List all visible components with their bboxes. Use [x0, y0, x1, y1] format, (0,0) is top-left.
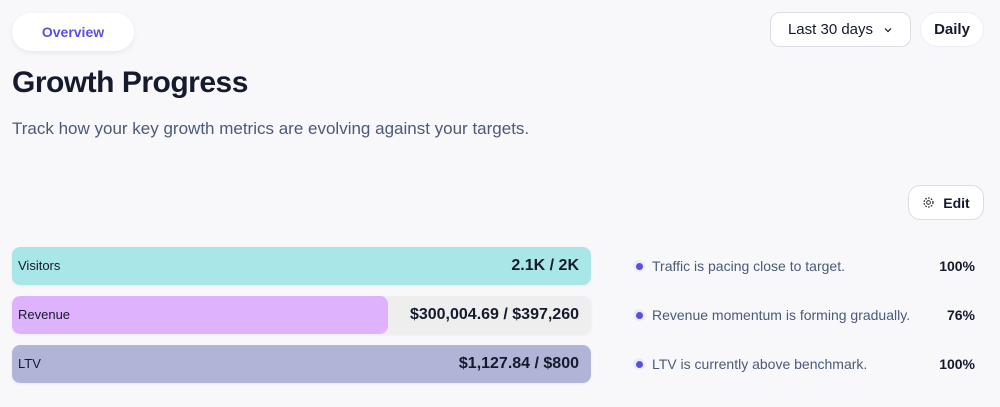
metric-fill: [12, 296, 389, 334]
page-title: Growth Progress: [12, 66, 248, 99]
granularity-button[interactable]: Daily: [920, 12, 984, 47]
note-percent: 100%: [939, 356, 975, 372]
note-item: LTV is currently above benchmark. 100%: [633, 354, 975, 374]
metric-bar-revenue: Revenue $300,004.69 / $397,260: [12, 296, 591, 334]
metric-label: Visitors: [18, 258, 61, 273]
metric-label: LTV: [18, 356, 41, 371]
date-range-select[interactable]: Last 30 days: [770, 12, 911, 47]
tab-overview[interactable]: Overview: [12, 13, 134, 51]
metric-value: $300,004.69 / $397,260: [409, 306, 579, 323]
bullet-dot-icon: [633, 260, 645, 272]
note-text: LTV is currently above benchmark.: [652, 356, 868, 372]
edit-button[interactable]: Edit: [908, 185, 984, 220]
note-text: Revenue momentum is forming gradually.: [652, 307, 911, 323]
metric-label: Revenue: [18, 307, 71, 322]
note-percent: 76%: [946, 307, 975, 323]
page-subtitle: Track how your key growth metrics are ev…: [12, 119, 530, 138]
note-percent: 100%: [939, 258, 975, 274]
bullet-dot-icon: [633, 358, 645, 370]
date-range-value: Last 30 days: [787, 21, 874, 38]
metric-value: 2.1K / 2K: [511, 257, 579, 274]
note-item: Traffic is pacing close to target. 100%: [633, 256, 975, 276]
gear-icon: [923, 197, 934, 208]
metric-bar-visitors: Visitors 2.1K / 2K: [12, 247, 591, 285]
metric-fill: [12, 247, 591, 285]
note-item: Revenue momentum is forming gradually. 7…: [633, 305, 975, 325]
note-text: Traffic is pacing close to target.: [652, 258, 845, 274]
chevron-down-icon: [884, 27, 892, 32]
edit-label: Edit: [943, 194, 970, 211]
bullet-dot-icon: [633, 309, 645, 321]
metric-fill: [12, 345, 591, 383]
metric-bar-ltv: LTV $1,127.84 / $800: [12, 345, 591, 383]
metric-value: $1,127.84 / $800: [458, 355, 579, 372]
